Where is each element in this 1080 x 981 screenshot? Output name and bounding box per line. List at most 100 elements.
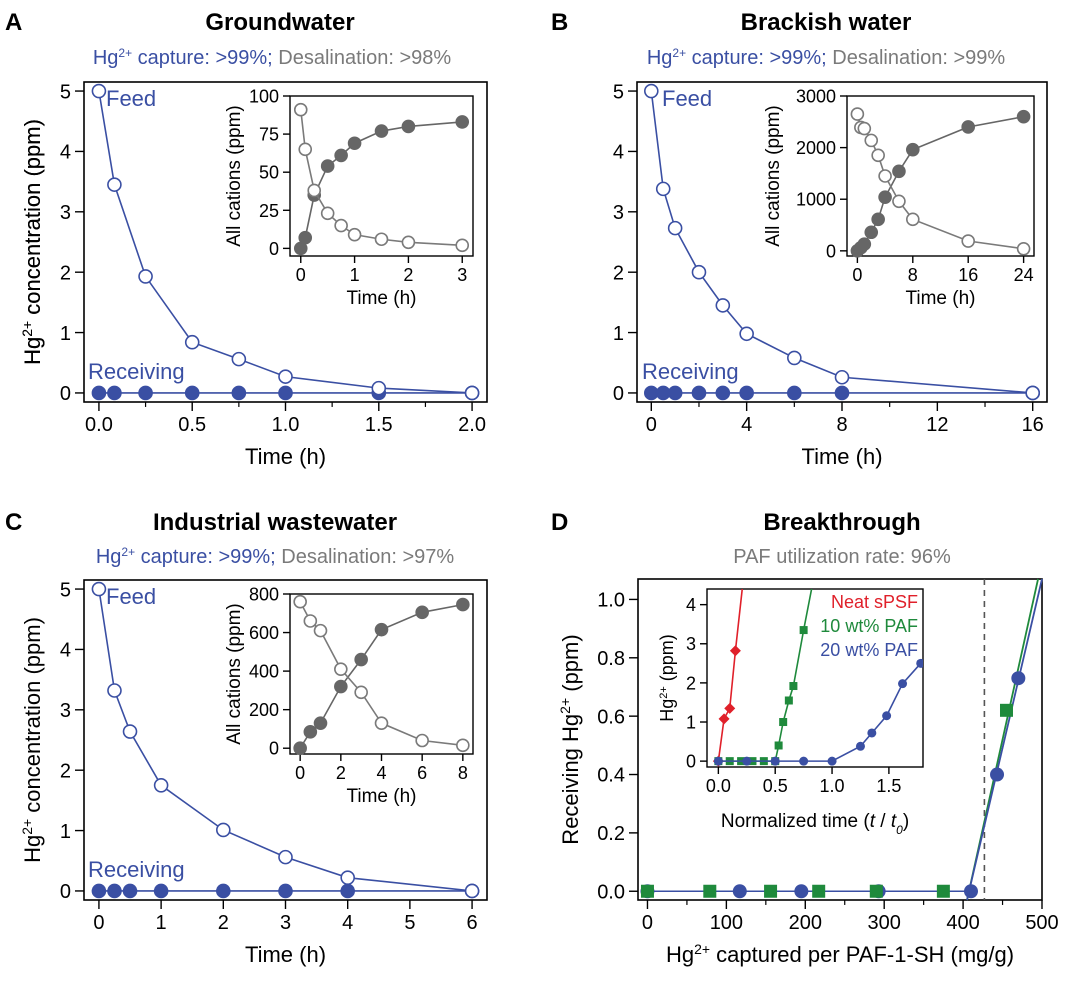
panel-a-inset-receiving-point — [374, 124, 389, 138]
panel-d-20wt-point — [732, 884, 747, 899]
panel-d-inset-xtick-label: 1.0 — [820, 776, 845, 796]
panel-a-feed-point — [107, 177, 122, 192]
panel-b-xlabel: Time (h) — [801, 444, 882, 469]
panel-b-receiving-point — [655, 385, 671, 401]
panel-d-10wt-point — [999, 703, 1013, 717]
panel-b-receiving-point — [715, 385, 731, 401]
panel-c-feed-point — [340, 870, 355, 885]
panel-a-feed-line — [98, 90, 473, 394]
panel-a-inset-ytick-label: 0 — [269, 239, 279, 259]
panel-b-inset-receiving-point — [864, 225, 879, 240]
panel-b-inset-ytick-label: 3000 — [796, 86, 836, 106]
panel-a-feed-point — [184, 334, 200, 350]
panel-d-inset-ytick-label: 3 — [686, 634, 696, 654]
panel-c-inset-feed-point — [354, 685, 368, 700]
panel-d-ylabel: Receiving Hg2+ (ppm) — [557, 634, 583, 844]
panel-b-receiving-point — [691, 385, 707, 401]
panel-a-receiving-point — [184, 385, 200, 401]
panel-d-10wt-point — [869, 884, 883, 898]
panel-d-inset-point — [827, 756, 837, 766]
panel-b-receiving-point — [834, 385, 850, 401]
panel-c-inset-ytick-label: 400 — [249, 662, 279, 682]
panel-b-xtick-label: 12 — [926, 414, 948, 436]
panel-a-inset-ytick-label: 75 — [259, 125, 279, 145]
panel-a-inset-ytick-label: 25 — [259, 201, 279, 221]
panel-d-10wt-point — [703, 884, 717, 898]
panel-d-inset-point — [916, 658, 923, 668]
panel-a-receiving-point — [278, 385, 293, 401]
panel-a-feed-point — [231, 351, 247, 367]
panel-a-inset-receiving-point — [320, 159, 335, 173]
panel-d-ytick-label: 0.2 — [597, 823, 625, 845]
panel-a-xtick-label: 0.0 — [85, 414, 113, 436]
panel-a-feed-point — [278, 369, 293, 384]
panel-c-inset-feed-point — [334, 662, 348, 676]
panel-a-feed-point — [91, 83, 107, 99]
panel-d-inset-xtick-label: 1.5 — [876, 776, 901, 796]
panel-c-inset-xtick-label: 6 — [417, 763, 427, 783]
panel-b-inset-feed-point — [850, 107, 865, 121]
panel-d-20wt-point — [1011, 671, 1026, 686]
panel-c-feed-point — [107, 683, 122, 698]
panel-b-inset-receiving-point — [961, 120, 976, 134]
panel-b-title: Brackish water — [741, 9, 912, 36]
panel-a-xtick-label: 1.5 — [365, 414, 393, 436]
panel-b-inset-ylabel: All cations (ppm) — [763, 105, 784, 247]
panel-c-inset-feed-point — [313, 623, 328, 638]
panel-b-feed-point — [739, 326, 754, 342]
panel-c-inset-receiving-point — [313, 716, 328, 730]
panel-b-receiving-point — [667, 385, 683, 401]
panel-b-ytick-label: 4 — [613, 142, 624, 164]
panel-a-inset-receiving-point — [347, 136, 362, 151]
panel-c-xtick-label: 4 — [342, 912, 353, 934]
panel-b-ytick-label: 0 — [613, 383, 624, 405]
panel-c-feed-point — [216, 822, 231, 838]
panel-a-inset-ylabel: All cations (ppm) — [224, 105, 245, 247]
panel-a-xtick-label: 2.0 — [458, 414, 486, 436]
panel-d-xtick-label: 200 — [789, 912, 822, 934]
panel-d-ytick-label: 1.0 — [597, 590, 625, 612]
panel-d-inset-point — [774, 741, 783, 750]
panel-d-10wt-point — [764, 884, 778, 898]
panel-b-inset-xtick-label: 8 — [908, 265, 918, 285]
panel-d-inset-point — [718, 713, 730, 725]
panel-c-subtitle: Hg2+ capture: >99%; Desalination: >97% — [96, 545, 455, 568]
panel-a-inset-feed-point — [307, 183, 322, 198]
panel-d-xtick-label: 100 — [710, 912, 743, 934]
panel-c-receiving-point — [122, 883, 138, 899]
panel-b-inset-receiving-point — [892, 164, 906, 179]
panel-c-feed-point — [91, 581, 107, 597]
panel-d-10wt-point — [936, 884, 950, 898]
panel-b-inset-receiving-point — [857, 237, 872, 251]
panel-b-ytick-label: 5 — [613, 81, 624, 103]
panel-b-inset-xtick-label: 16 — [958, 265, 978, 285]
panel-c-ytick-label: 0 — [60, 881, 71, 903]
panel-c-xtick-label: 0 — [93, 912, 104, 934]
panel-a-ytick-label: 5 — [60, 81, 71, 103]
panel-b-xtick-label: 4 — [741, 414, 752, 436]
panel-a-inset-receiving-point — [401, 119, 416, 134]
panel-d-10wt-point — [640, 884, 654, 898]
panel-a-inset-feed-point — [298, 142, 313, 157]
panel-b-receiving-point — [787, 385, 802, 401]
panel-a-receiving-point — [231, 385, 247, 401]
panel-b-feed-point — [667, 220, 683, 236]
panel-c-feed-point — [153, 777, 169, 793]
panel-b-inset-ytick-label: 1000 — [796, 190, 836, 210]
panel-a-inset-frame — [289, 95, 474, 257]
panel-a-feed-point — [138, 269, 153, 284]
panel-c-inset-xtick-label: 8 — [458, 763, 468, 783]
panel-d-10wt-point — [812, 884, 826, 898]
panel-a-inset-xtick-label: 3 — [457, 265, 467, 285]
panel-a-inset-xtick-label: 0 — [296, 265, 306, 285]
panel-b-xtick-label: 0 — [646, 414, 657, 436]
panel-c-xlabel: Time (h) — [245, 942, 326, 967]
panel-d-inset-point — [724, 702, 736, 714]
panel-a-title: Groundwater — [205, 9, 354, 36]
panel-c-title: Industrial wastewater — [153, 509, 397, 536]
panel-c-ylabel: Hg2+ concentration (ppm) — [19, 617, 45, 863]
panel-c-receiving-point — [91, 883, 107, 899]
panel-a-ylabel: Hg2+ concentration (ppm) — [19, 119, 45, 365]
panel-c-inset-ytick-label: 200 — [249, 700, 279, 720]
panel-a-xlabel: Time (h) — [245, 444, 326, 469]
